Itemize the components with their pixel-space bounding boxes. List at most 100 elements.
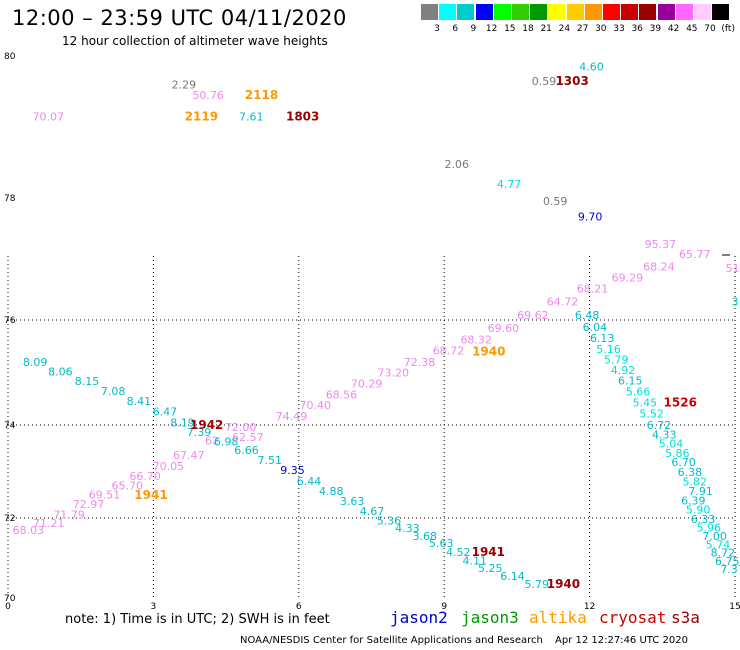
wave-height-label: 8.09 xyxy=(23,356,48,369)
color-scale-label: 15 xyxy=(504,24,516,34)
wave-height-label: 72.38 xyxy=(404,356,436,369)
color-scale-label: 3 xyxy=(434,24,440,34)
wave-height-label: 0.59 xyxy=(543,195,568,208)
color-scale-label: 42 xyxy=(667,24,680,34)
wave-height-label: 6.47 xyxy=(153,405,178,418)
y-tick-label: 80 xyxy=(4,52,16,62)
color-swatch xyxy=(712,4,730,20)
wave-height-label: 73.20 xyxy=(378,367,410,380)
color-swatch xyxy=(457,4,475,20)
time-label: 1942 xyxy=(190,418,223,432)
color-scale-label: 24 xyxy=(558,24,571,34)
time-label: 1941 xyxy=(134,488,167,502)
wave-height-label: 95.37 xyxy=(645,238,677,251)
wave-height-label: 5.36 xyxy=(377,514,402,527)
wave-height-label: 5.79 xyxy=(525,578,550,591)
color-swatch xyxy=(675,4,693,20)
satellite-altika: altika xyxy=(529,608,587,627)
wave-height-label: 6.48 xyxy=(575,309,600,322)
color-scale-label: 27 xyxy=(576,24,589,34)
wave-height-label: 6.72 xyxy=(647,419,672,432)
color-scale-label: 45 xyxy=(686,24,698,34)
wave-height-label: 68.03 xyxy=(13,524,45,537)
wave-height-label: 62 xyxy=(205,434,219,447)
chart-subtitle: 12 hour collection of altimeter wave hei… xyxy=(62,34,328,48)
wave-height-label: 4.33 xyxy=(652,428,677,441)
wave-height-label: 6.13 xyxy=(590,332,615,345)
wave-height-label: 0.59 xyxy=(532,75,557,88)
wave-height-label: 65.70 xyxy=(111,479,143,492)
color-swatch xyxy=(657,4,675,20)
wave-height-label: 8.15 xyxy=(75,375,100,388)
wave-height-label: 50.76 xyxy=(192,89,224,102)
wave-height-label: 2.06 xyxy=(445,158,470,171)
chart-title: 12:00 – 23:59 UTC 04/11/2020 xyxy=(12,6,347,30)
wave-height-label: 5.86 xyxy=(665,447,690,460)
wave-height-label: 3.63 xyxy=(340,495,365,508)
wave-height-label: 6.39 xyxy=(681,494,706,507)
wave-height-label: 7.08 xyxy=(101,385,126,398)
y-tick-label: 74 xyxy=(4,421,16,431)
time-label: 2119 xyxy=(185,109,218,123)
color-scale-label: 70 xyxy=(704,24,716,34)
y-tick-label: 78 xyxy=(4,194,16,204)
y-tick-label: 72 xyxy=(4,514,15,524)
wave-height-label: 4.77 xyxy=(497,178,522,191)
wave-height-label: 4.92 xyxy=(611,364,636,377)
wave-height-label: 68.21 xyxy=(577,282,609,295)
wave-height-label: 6.04 xyxy=(583,321,608,334)
satellite-cryosat: cryosat xyxy=(599,608,667,627)
x-tick-label: 9 xyxy=(441,602,447,612)
wave-height-label: 6.38 xyxy=(678,466,703,479)
wave-height-label: 3 xyxy=(732,296,739,309)
x-tick-label: 6 xyxy=(296,602,302,612)
wave-height-label: 68.56 xyxy=(326,389,358,402)
x-tick-label: 12 xyxy=(584,602,595,612)
wave-height-label: 69.62 xyxy=(517,309,549,322)
time-label: 1303 xyxy=(555,74,588,88)
wave-height-label: 70.40 xyxy=(300,399,332,412)
wave-height-label: 74.49 xyxy=(276,410,308,423)
color-scale-label: (ft) xyxy=(721,24,735,34)
wave-height-label: 5.52 xyxy=(639,407,664,420)
wave-height-label: 4.88 xyxy=(319,485,344,498)
wave-height-label: 6.75 xyxy=(715,555,740,568)
wave-height-label: 5.74 xyxy=(706,538,731,551)
wave-height-label: 65.77 xyxy=(679,248,711,261)
time-label: 1803 xyxy=(286,109,319,123)
wave-height-label: 6.70 xyxy=(671,456,696,469)
x-tick-label: 0 xyxy=(5,602,11,612)
wave-height-label: 6.98 xyxy=(214,435,239,448)
wave-height-label: 62.57 xyxy=(232,431,264,444)
color-scale-label: 33 xyxy=(613,24,625,34)
wave-height-label: 2.29 xyxy=(172,78,197,91)
wave-height-label: 5.66 xyxy=(626,385,651,398)
wave-height-label: 68.72 xyxy=(433,344,465,357)
wave-height-label: 72.00 xyxy=(225,421,257,434)
color-swatch xyxy=(512,4,529,20)
color-swatch xyxy=(603,4,620,20)
wave-height-label: 66.70 xyxy=(129,470,161,483)
satellite-jason3: jason3 xyxy=(461,608,519,627)
wave-height-label: 8.19 xyxy=(170,416,195,429)
color-swatch xyxy=(439,4,457,20)
wave-height-label: 64.72 xyxy=(547,296,579,309)
wave-height-label: 70.29 xyxy=(351,378,383,391)
time-label: 1940 xyxy=(472,345,505,359)
wave-height-label: 69.29 xyxy=(612,271,644,284)
time-label: 1941 xyxy=(472,545,505,559)
color-swatch xyxy=(584,4,602,20)
wave-height-label: 7.39 xyxy=(187,426,212,439)
color-scale-label: 9 xyxy=(470,24,477,34)
wave-height-label: 9.70 xyxy=(578,210,603,223)
wave-height-label: 68.24 xyxy=(643,260,675,273)
wave-height-label: 6.44 xyxy=(297,475,322,488)
wave-height-label: 5.04 xyxy=(659,438,684,451)
wave-height-label: 7.51 xyxy=(257,454,282,467)
wave-height-label: 7.00 xyxy=(702,530,727,543)
wave-height-label: 6.14 xyxy=(500,570,525,583)
wave-height-label: 8.72 xyxy=(711,546,736,559)
color-scale-label: 12 xyxy=(485,24,498,34)
wave-height-label: 4.33 xyxy=(395,522,420,535)
